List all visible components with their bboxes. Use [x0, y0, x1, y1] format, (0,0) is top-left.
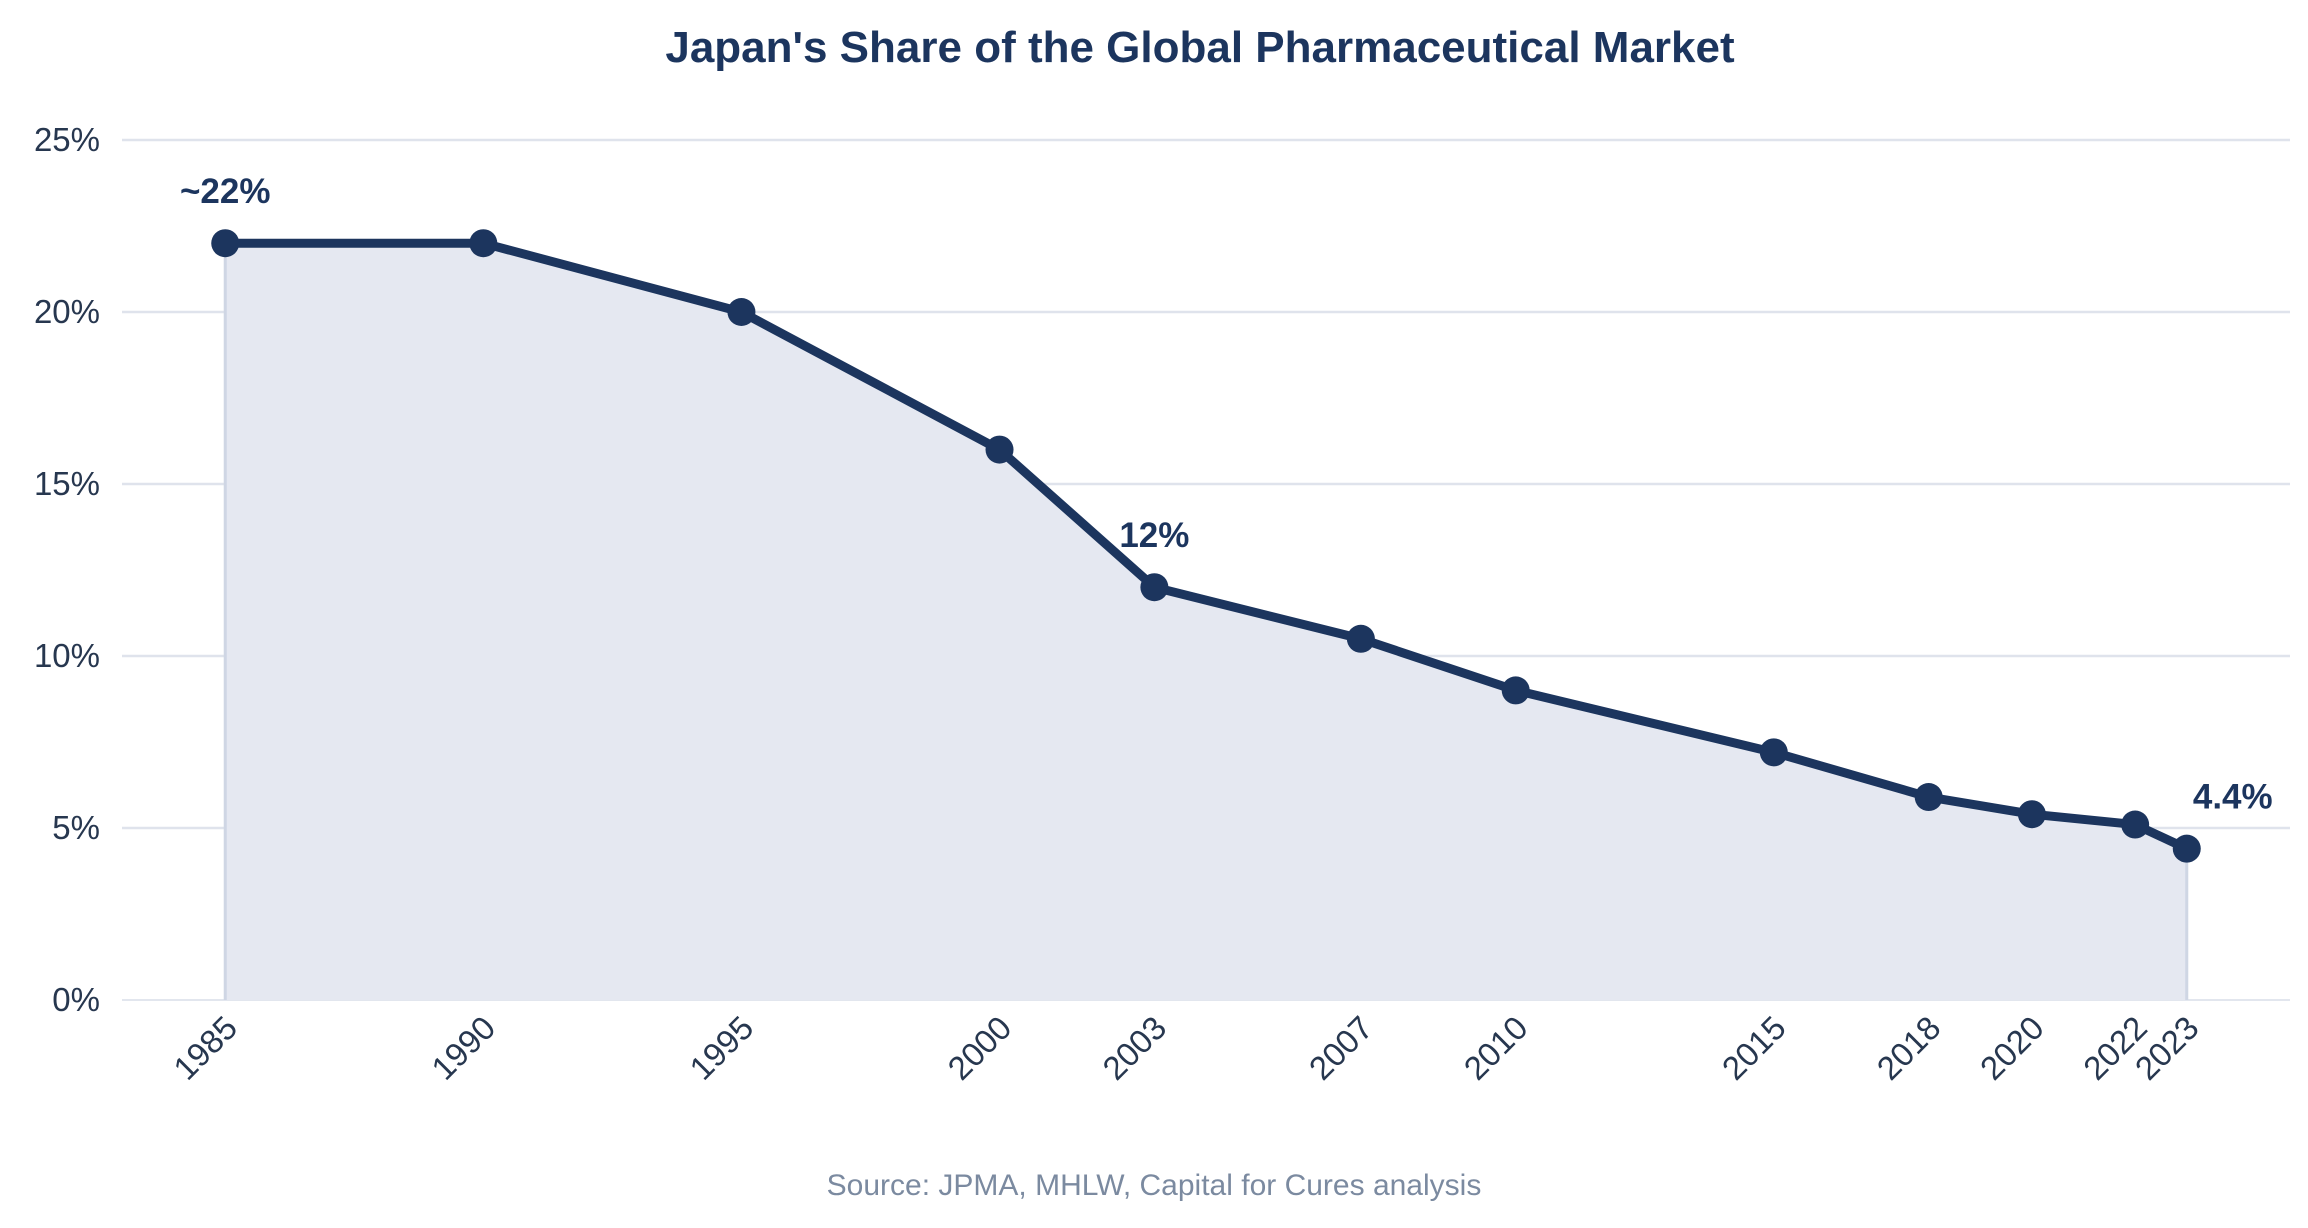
data-point [211, 229, 240, 258]
data-point [727, 298, 756, 326]
x-tick-label: 2007 [1302, 1009, 1380, 1087]
source-note: Source: JPMA, MHLW, Capital for Cures an… [827, 1169, 1482, 1202]
data-point [469, 229, 498, 258]
y-tick-label: 0% [52, 981, 100, 1018]
area-layer [223, 243, 2189, 1000]
line-layer [220, 238, 2192, 854]
data-point [1140, 573, 1169, 602]
data-point [985, 435, 1014, 464]
x-tick-label: 2015 [1715, 1009, 1793, 1087]
y-tick-label: 10% [34, 637, 100, 674]
data-label: 12% [1119, 516, 1189, 555]
y-tick-label: 5% [52, 809, 100, 846]
y-tick-label: 15% [34, 465, 100, 502]
series-line [220, 238, 2192, 854]
x-tick-label: 2000 [940, 1009, 1018, 1087]
x-tick-label: 2003 [1095, 1009, 1173, 1087]
data-point [2172, 834, 2201, 863]
x-axis-ticks: 1985 1990 1995 2000 2003 2007 2010 2015 2018 2020… [166, 1009, 2206, 1087]
data-label: 4.4% [2193, 778, 2273, 817]
y-axis-ticks: 0% 5% 10% 15% 20% 25% [34, 121, 100, 1018]
y-tick-label: 20% [34, 293, 100, 330]
x-tick-label: 1990 [424, 1009, 502, 1087]
x-tick-label: 1985 [166, 1009, 244, 1087]
data-label: ~22% [180, 172, 271, 211]
data-point [2121, 810, 2150, 839]
data-point [1759, 738, 1788, 767]
point-layer [211, 229, 2201, 863]
x-tick-label: 2020 [1973, 1009, 2051, 1087]
y-tick-label: 25% [34, 121, 100, 158]
series-area [225, 243, 2187, 1000]
x-tick-label: 1995 [682, 1009, 760, 1087]
data-point [2017, 800, 2046, 829]
x-tick-label: 2018 [1870, 1009, 1948, 1087]
data-point [1346, 624, 1375, 653]
x-tick-label: 2010 [1457, 1009, 1535, 1087]
chart-title: Japan's Share of the Global Pharmaceutic… [665, 23, 1735, 72]
data-point [1914, 783, 1943, 812]
data-point [1501, 676, 1530, 705]
annotation-layer: ~22% 12% 4.4% [180, 172, 2273, 816]
